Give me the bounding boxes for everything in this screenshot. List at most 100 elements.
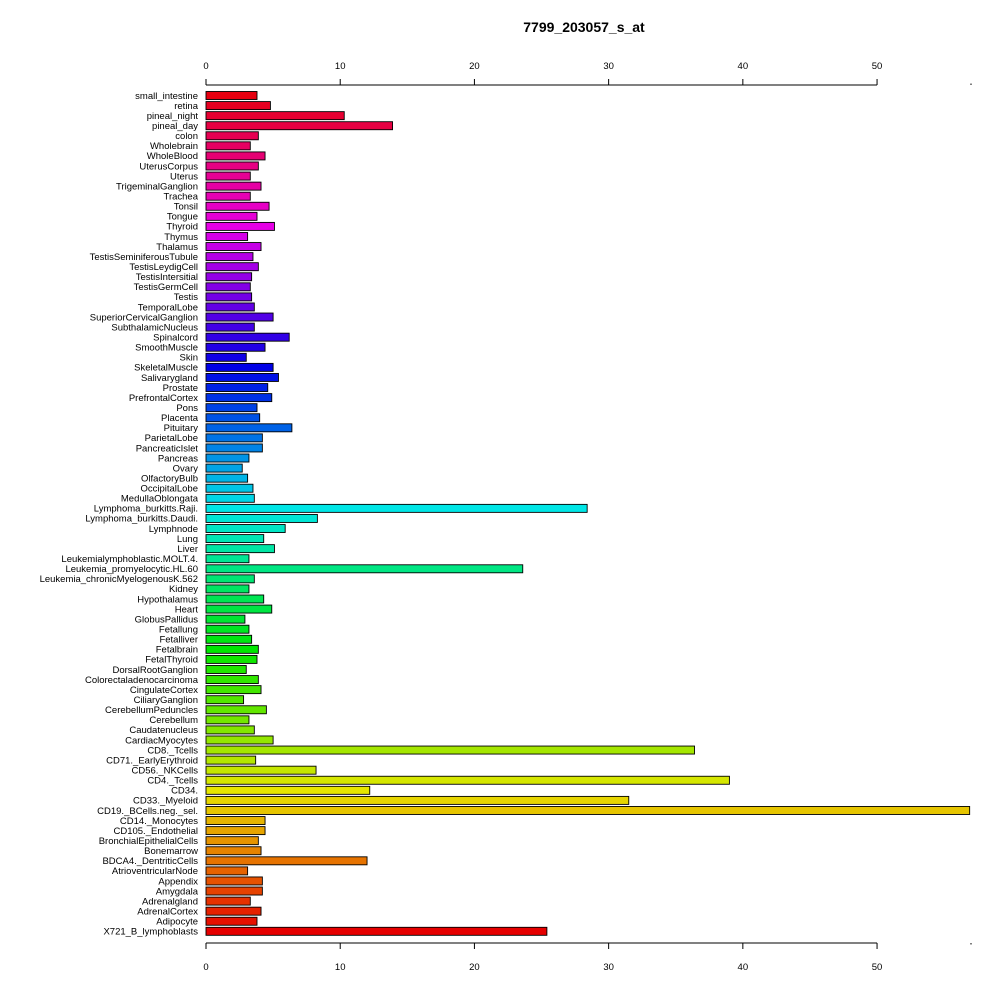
bar-Thyroid [205,221,275,231]
category-label: Hypothalamus [137,594,198,605]
bar-CD71._EarlyErythroid [205,755,257,765]
bar-Ovary [205,463,243,473]
category-label: Bonemarrow [144,846,198,857]
bar-TestisLeydigCell [205,262,259,272]
bar-TestisSeminiferousTubule [205,252,254,262]
category-label: PancreaticIslet [136,443,199,454]
category-label: CD33._Myeloid [133,796,198,807]
bar-Pons [205,403,258,413]
category-label: Pancreas [158,453,198,464]
top-x-axis: 0 10 20 30 40 50 [203,61,972,86]
bar-BDCA4._DentriticCells [205,856,368,866]
bottom-x-axis: 0 10 20 30 40 50 [203,942,972,973]
category-label: Tonsil [174,202,198,213]
category-label: CD34. [171,786,198,797]
bar-CD34. [205,785,371,795]
bar-SubthalamicNucleus [205,322,255,332]
category-label: CD4._Tcells [147,776,198,787]
category-label: pineal_night [147,111,199,122]
category-labels: small_intestineretinapineal_nightpineal_… [40,91,199,938]
category-label: BronchialEpithelialCells [99,836,199,847]
category-label: Adipocyte [156,917,198,928]
bar-FetalThyroid [205,654,258,664]
bar-Adipocyte [205,916,258,926]
bar-Wholebrain [205,141,251,151]
category-label: UterusCorpus [139,161,198,172]
category-label: Heart [175,604,199,615]
category-label: Thalamus [156,242,198,253]
bar-colon [205,131,259,141]
category-label: retina [174,101,198,112]
category-label: Leukemia_chronicMyelogenousK.562 [40,574,198,585]
bar-CD56._NKCells [205,765,317,775]
bar-Spinalcord [205,332,290,342]
category-label: Amygdala [156,886,199,897]
category-label: GlobusPallidus [135,614,199,625]
category-label: PrefrontalCortex [129,393,198,404]
category-label: SkeletalMuscle [134,363,198,374]
category-label: Ovary [173,463,199,474]
bar-Pancreas [205,453,250,463]
category-label: TestisIntersitial [136,272,198,283]
category-label: Placenta [161,413,199,424]
category-label: CD71._EarlyErythroid [106,755,198,766]
bar-UterusCorpus [205,161,259,171]
category-label: CD105._Endothelial [113,826,198,837]
category-label: FetalThyroid [145,655,198,666]
bar-AtrioventricularNode [205,866,249,876]
category-label: OccipitalLobe [140,484,198,495]
category-label: Prostate [163,383,198,394]
category-label: CingulateCortex [130,685,198,696]
bar-Colorectaladenocarcinoma [205,675,259,685]
category-label: DorsalRootGanglion [112,665,198,676]
category-label: Fetalbrain [156,645,198,656]
tick-label: 20 [469,61,480,72]
category-label: SmoothMuscle [135,343,198,354]
bar-Lymphnode [205,524,286,533]
category-label: colon [175,131,198,142]
bar-PrefrontalCortex [205,393,273,403]
category-label: Caudatenucleus [129,725,198,736]
category-label: Salivarygland [141,373,198,384]
bar-CD14._Monocytes [205,816,266,825]
bar-CD4._Tcells [205,775,730,785]
bar-CD33._Myeloid [205,795,630,805]
bar-DorsalRootGanglion [205,665,247,674]
category-label: Thyroid [166,222,198,233]
category-label: Cerebellum [149,715,198,726]
category-label: Tongue [167,212,198,223]
category-label: small_intestine [135,91,198,102]
bar-pineal_day [205,121,394,131]
category-label: TemporalLobe [138,302,198,313]
bars-layer [205,91,971,936]
category-label: CardiacMyocytes [125,735,198,746]
bar-SmoothMuscle [205,342,266,352]
category-label: CD14._Monocytes [120,816,198,827]
tick-label: 20 [469,962,480,973]
bar-Lymphoma_burkitts.Raji. [205,503,588,513]
bar-PancreaticIslet [205,443,263,453]
bar-CerebellumPeduncles [205,705,267,715]
category-label: Pons [176,403,198,414]
category-label: TrigeminalGanglion [116,181,198,192]
bar-ParietalLobe [205,433,263,443]
bar-TestisIntersitial [205,272,253,282]
category-label: Lung [177,534,198,545]
bar-MedullaOblongata [205,493,255,503]
category-label: Liver [177,544,198,555]
tick-label: 40 [738,962,749,973]
category-label: Trachea [164,192,199,203]
category-label: TestisLeydigCell [129,262,198,273]
bar-Kidney [205,584,250,594]
bar-Liver [205,544,275,554]
bar-Fetallung [205,624,250,634]
category-label: BDCA4._DentriticCells [102,856,198,867]
bar-Leukemia_promyelocytic.HL.60 [205,564,524,574]
category-label: SubthalamicNucleus [111,322,198,333]
bar-pineal_night [205,111,345,121]
bar-Lymphoma_burkitts.Daudi. [205,513,318,523]
bar-Heart [205,604,273,614]
bar-Pituitary [205,423,293,433]
tick-label: 10 [335,962,346,973]
category-label: X721_B_lymphoblasts [103,927,198,938]
